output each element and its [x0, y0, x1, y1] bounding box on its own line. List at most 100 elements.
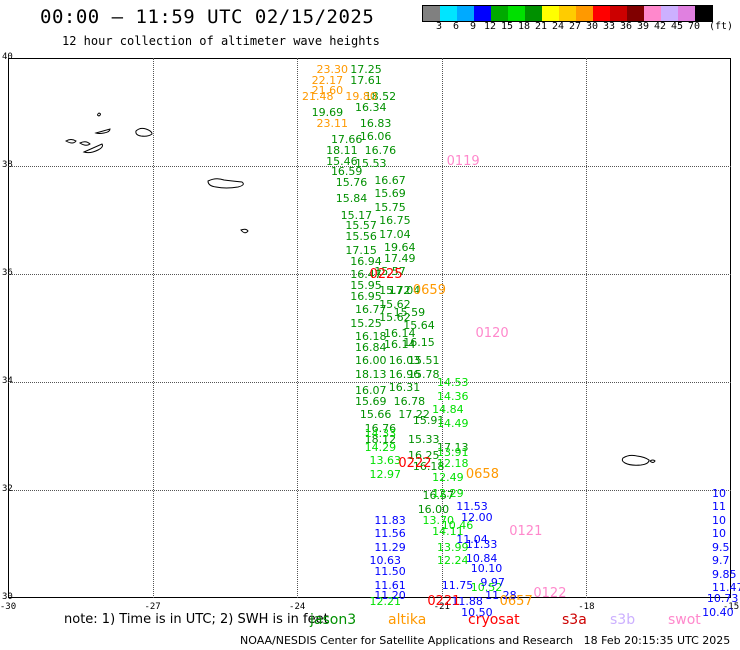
wave-height-value: 16.67: [374, 173, 406, 187]
wave-height-value: 12.00: [461, 511, 493, 524]
wave-height-value: 13.99: [436, 540, 469, 554]
wave-height-value: 15.72: [379, 284, 411, 298]
grid-line-latitude: [8, 382, 731, 383]
color-bar-label: 12: [483, 21, 497, 32]
wave-height-value: 16.95: [350, 289, 382, 303]
wave-height-value: 16.07: [355, 384, 387, 398]
satellite-legend-item: swot: [668, 612, 701, 628]
wave-height-value: 16.84: [355, 340, 387, 354]
grid-line-latitude: [8, 490, 731, 491]
color-bar-label: 45: [670, 21, 684, 32]
satellite-legend-item: s3b: [610, 612, 636, 628]
wave-height-value: 18.12: [364, 432, 397, 446]
wave-height-value: 11.47: [712, 581, 740, 595]
wave-height-value: 12.24: [436, 554, 469, 568]
wave-height-value: 16.14: [383, 327, 416, 341]
wave-height-value: 10.84: [465, 551, 498, 565]
wave-height-value: 15.69: [355, 394, 387, 408]
color-swatch: [644, 6, 661, 21]
color-bar-unit: (ft): [709, 21, 734, 32]
wave-height-value: 23.11: [316, 116, 348, 130]
pass-time-label: 0659: [412, 283, 446, 299]
color-bar-label: 30: [585, 21, 599, 32]
wave-height-value: 17.49: [383, 251, 416, 265]
wave-height-value: 15.46: [326, 154, 358, 168]
wave-height-value: 21.60: [311, 84, 344, 98]
wave-height-value: 14.36: [436, 389, 469, 403]
wave-height-value: 16.00: [355, 354, 387, 368]
wave-height-value: 16.47: [350, 268, 382, 281]
latitude-label: 36: [2, 268, 13, 278]
wave-height-value: 15.76: [335, 176, 368, 190]
grid-line-longitude: [441, 58, 443, 598]
wave-height-value: 15.78: [408, 367, 440, 381]
pass-time-label: 0658: [465, 466, 499, 482]
wave-height-value: 11.50: [374, 565, 406, 578]
color-swatch: [661, 6, 678, 21]
azores-island: [207, 178, 244, 189]
wave-height-value: 15.59: [393, 305, 426, 319]
wave-height-value: 15.57: [345, 219, 377, 233]
wave-height-value: 15.84: [335, 192, 368, 206]
map-title: 00:00 – 11:59 UTC 02/15/2025: [40, 6, 375, 28]
wave-height-value: 16.03: [388, 354, 421, 368]
pass-time-label: 0221: [427, 593, 461, 609]
wave-height-value: 16.59: [330, 165, 363, 179]
wave-height-value: 10: [712, 527, 726, 541]
longitude-label: -21: [433, 602, 450, 612]
wave-height-value: 11.04: [456, 532, 488, 546]
wave-height-value: 11.83: [374, 513, 406, 527]
wave-height-value: 14.33: [364, 427, 397, 441]
color-swatch: [559, 6, 576, 21]
wave-height-value: 11.28: [485, 589, 517, 603]
plot-frame: [8, 58, 731, 598]
wave-height-value: 18.11: [326, 143, 358, 157]
azores-island: [240, 228, 249, 234]
wave-height-value: 17.13: [436, 440, 469, 454]
wave-height-value: 16.06: [359, 130, 392, 144]
wave-height-value: 17.04: [379, 227, 411, 241]
wave-height-value: 15.66: [359, 408, 392, 422]
wave-height-value: 9.97: [480, 575, 505, 589]
color-swatch: [508, 6, 525, 21]
pass-time-label: 0222: [398, 456, 432, 471]
color-swatch: [576, 6, 593, 21]
wave-height-value: 11.33: [465, 538, 498, 551]
wave-height-value: 10.73: [706, 592, 739, 605]
wave-height-value: 16.15: [403, 335, 435, 349]
wave-height-value: 9.5: [712, 540, 730, 554]
wave-height-value: 15.33: [408, 432, 440, 446]
wave-height-value: 17.15: [345, 243, 377, 257]
wave-height-value: 16.76: [364, 421, 397, 435]
color-swatch: [695, 6, 712, 21]
grid-line-latitude: [8, 274, 731, 275]
azores-island: [94, 128, 111, 134]
wave-height-value: 18.52: [364, 89, 397, 103]
azores-island: [135, 127, 153, 137]
color-swatch: [525, 6, 542, 21]
color-swatch: [542, 6, 559, 21]
color-swatch: [474, 6, 491, 21]
wave-height-value: 10.52: [470, 581, 503, 595]
wave-height-value: 15.25: [350, 316, 382, 330]
latitude-label: 34: [2, 376, 13, 386]
color-bar: [422, 5, 713, 22]
wave-height-value: 15.53: [355, 157, 387, 171]
wave-height-value: 15.62: [379, 297, 411, 311]
wave-height-value: 16.75: [379, 214, 411, 227]
color-swatch: [491, 6, 508, 21]
wave-height-value: 14.29: [364, 440, 397, 454]
madeira-island: [649, 459, 656, 463]
wave-height-value: 19.69: [311, 106, 344, 119]
wave-height-value: 16.31: [388, 381, 421, 395]
color-bar-label: 21: [534, 21, 548, 32]
wave-height-value: 12.49: [432, 470, 464, 484]
wave-height-value: 15.57: [374, 265, 406, 279]
azores-island: [65, 139, 77, 144]
grid-line-longitude: [297, 58, 299, 598]
wave-height-value: 15.56: [345, 230, 377, 244]
color-bar-label: 36: [619, 21, 633, 32]
satellite-legend-item: altika: [388, 612, 427, 628]
longitude-label: -15: [722, 602, 740, 612]
color-swatch: [457, 6, 474, 21]
